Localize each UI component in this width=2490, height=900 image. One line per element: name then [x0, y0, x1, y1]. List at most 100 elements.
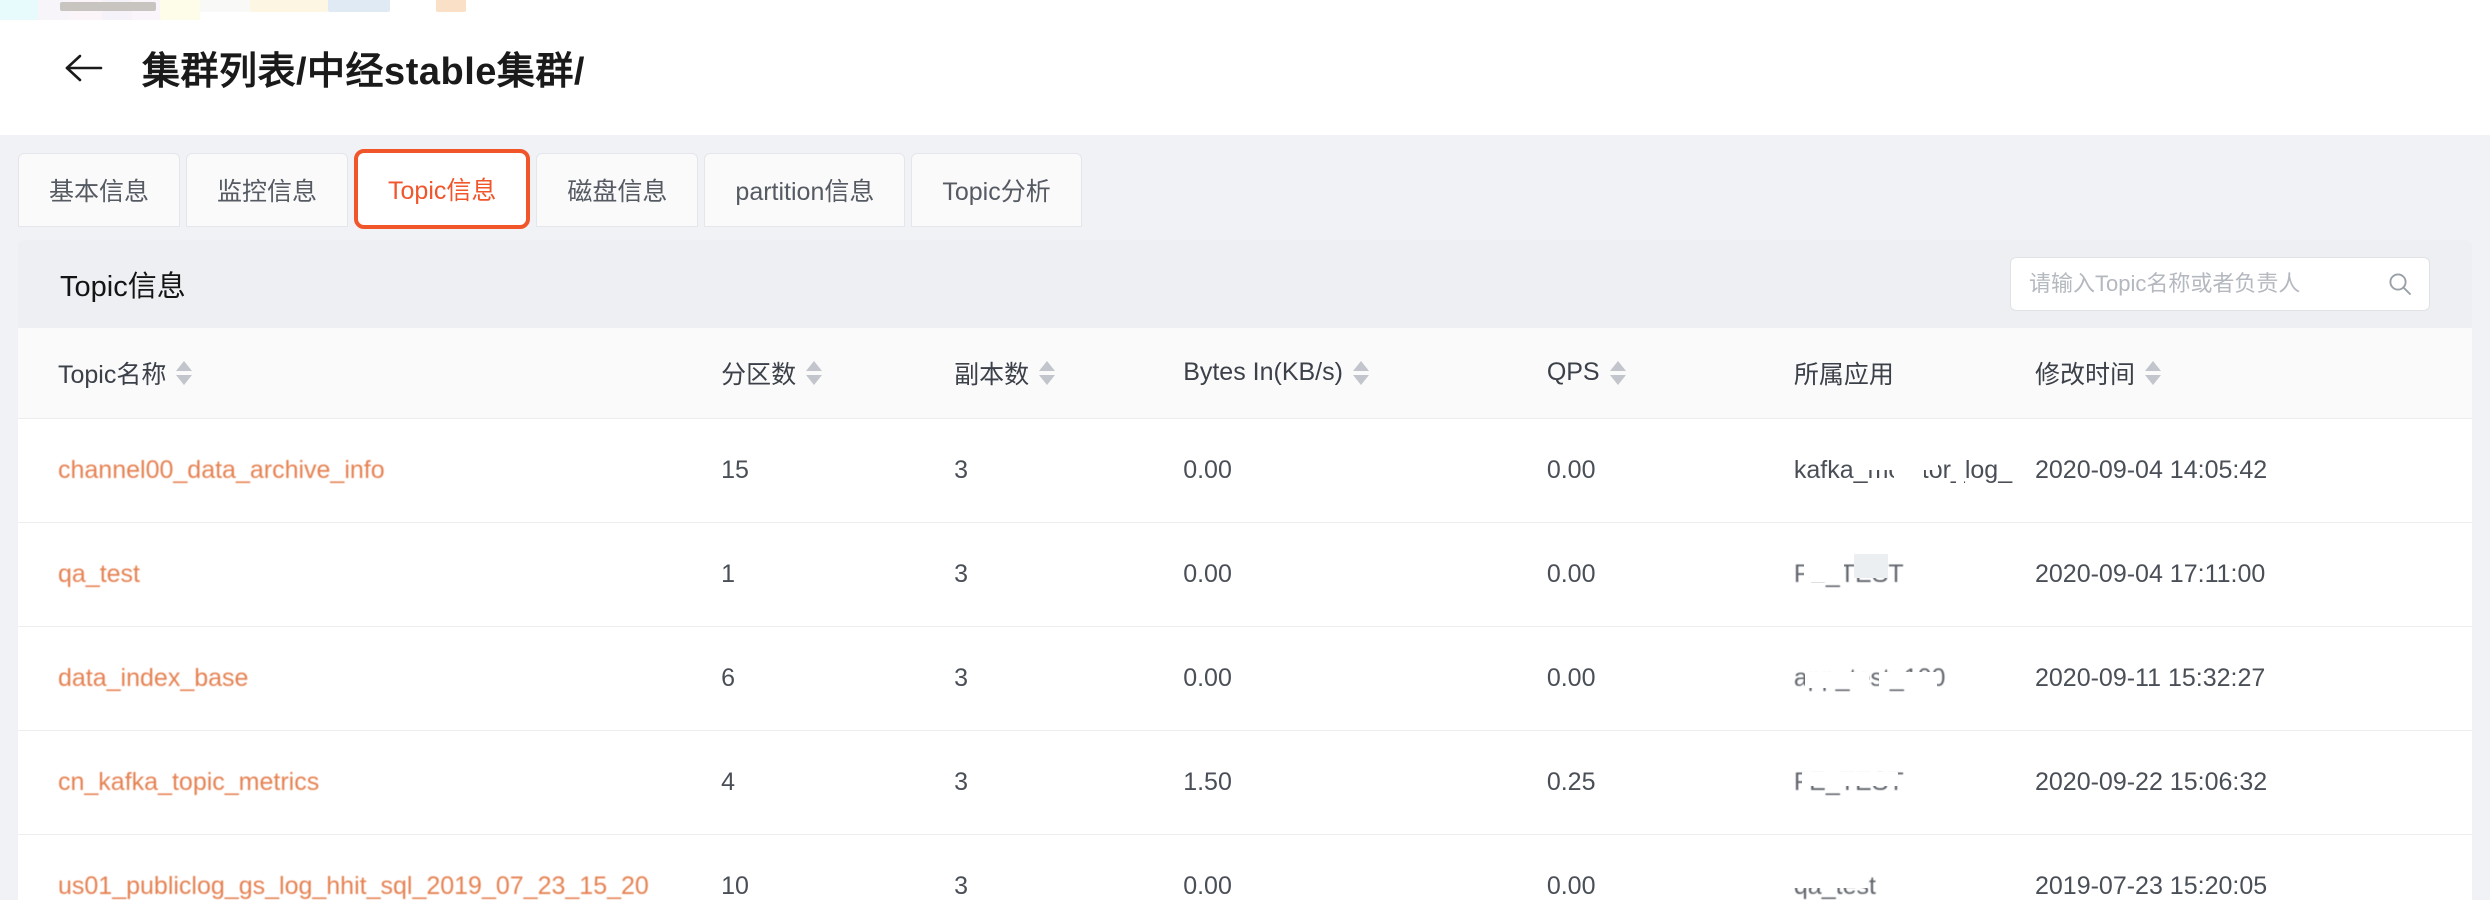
caret-down-icon	[1352, 374, 1369, 385]
table-header-row: Topic名称 分区数	[18, 328, 2472, 419]
cell-topic-name: data_index_base	[0, 0, 721, 730]
caret-down-icon	[2145, 374, 2161, 385]
cell-modified-time: 2020-09-04 14:05:42	[2034, 455, 2268, 484]
cell-topic-name: us01_publiclog_gs_log_hhit_sql_2019_07_2…	[18, 834, 721, 900]
tab-basic-info[interactable]: 基本信息	[18, 153, 181, 227]
tab-label: Topic分析	[942, 178, 1051, 206]
cell-replicas: 3	[954, 455, 969, 484]
cell-bytes-in: 0.00	[1183, 455, 1232, 484]
caret-up-icon	[1609, 360, 1626, 371]
cell-qps: 0.25	[1546, 767, 1596, 796]
cell-qps: 0.00	[1546, 559, 1596, 588]
cell-qps: 0.00	[1546, 871, 1596, 900]
cell-replicas: 3	[954, 767, 969, 796]
tab-topic-info[interactable]: Topic信息	[354, 149, 531, 229]
column-label: QPS	[1546, 358, 1600, 387]
cell-modified-time: 2020-09-04 17:11:00	[2034, 559, 2266, 588]
caret-down-icon	[176, 374, 193, 385]
cell-modified-time: 2019-07-23 15:20:05	[2034, 871, 2268, 900]
cell-modified-time: 2020-09-22 15:06:32	[2034, 767, 2268, 796]
sort-toggle-qps[interactable]	[1609, 360, 1626, 385]
caret-down-icon	[1609, 374, 1626, 385]
column-header-topic-name[interactable]: Topic名称	[18, 328, 722, 419]
search-input[interactable]	[2029, 271, 2387, 297]
cell-app: kafka_monitor_log_	[1794, 418, 2035, 522]
caret-down-icon	[806, 374, 823, 385]
cell-topic-name: channel00_data_archive_info	[0, 0, 721, 522]
tab-topic-analysis[interactable]: Topic分析	[911, 153, 1082, 227]
cell-qps: 0.00	[1546, 663, 1596, 692]
cell-partitions: 6	[721, 663, 736, 692]
cell-app: qa_test	[1781, 834, 2035, 900]
page-title: 集群列表/中经stable集群/	[142, 51, 585, 93]
table-row[interactable]: data_index_base 6 3 0.00 0.00 app_test_1	[0, 0, 2472, 730]
page-header: 集群列表/中经stable集群/	[0, 0, 2490, 135]
cell-partitions: 10	[721, 871, 749, 900]
tab-monitor-info[interactable]: 监控信息	[186, 153, 349, 227]
back-arrow-icon[interactable]	[62, 46, 106, 90]
cell-partitions: 15	[721, 455, 749, 484]
tab-label: Topic信息	[388, 177, 497, 205]
table-row[interactable]: cn_kafka_topic_metrics 4 3 1.50 0.25 FE_…	[18, 2, 2472, 834]
cell-bytes-in: 1.50	[1183, 767, 1232, 796]
column-label: 分区数	[721, 360, 797, 389]
column-label: Bytes In(KB/s)	[1183, 358, 1343, 387]
cell-topic-name: qa_test	[0, 0, 721, 626]
cell-replicas: 3	[954, 663, 969, 692]
cell-replicas: 3	[954, 559, 969, 588]
tab-partition-info[interactable]: partition信息	[704, 153, 906, 227]
table-header: Topic名称 分区数	[18, 328, 2472, 419]
cell-replicas: 3	[954, 871, 969, 900]
sort-toggle-replicas[interactable]	[1039, 360, 1056, 385]
cell-bytes-in: 0.00	[1183, 559, 1232, 588]
caret-up-icon	[1352, 360, 1369, 371]
table-row[interactable]: us01_publiclog_gs_log_hhit_sql_2019_07_2…	[18, 834, 2472, 900]
topic-name-link[interactable]: cn_kafka_topic_metrics	[58, 767, 320, 796]
caret-up-icon	[176, 360, 193, 371]
column-label: Topic名称	[58, 360, 167, 389]
cell-bytes-in: 0.00	[1183, 663, 1232, 692]
card-header: Topic信息	[18, 240, 2472, 328]
caret-down-icon	[1039, 374, 1056, 385]
cell-partitions: 1	[721, 559, 736, 588]
sort-toggle-modified-time[interactable]	[2145, 360, 2161, 385]
caret-up-icon	[1039, 360, 1056, 371]
tab-label: 基本信息	[49, 178, 150, 206]
search-icon[interactable]	[2387, 271, 2413, 297]
tab-disk-info[interactable]: 磁盘信息	[536, 153, 699, 227]
tab-bar: 基本信息 监控信息 Topic信息 磁盘信息 partition信息 Topic…	[0, 135, 2490, 229]
cell-topic-name: cn_kafka_topic_metrics	[18, 2, 721, 834]
column-label: 所属应用	[1793, 360, 1894, 389]
caret-up-icon	[806, 360, 823, 371]
sort-toggle-partitions[interactable]	[806, 360, 823, 385]
column-header-partitions[interactable]: 分区数	[721, 328, 955, 419]
table-row[interactable]: channel00_data_archive_info 15 3 0.00 0.…	[0, 0, 2472, 522]
card-title: Topic信息	[60, 271, 186, 303]
tab-label: partition信息	[735, 178, 875, 206]
tab-label: 监控信息	[217, 178, 318, 206]
column-header-app: 所属应用	[1793, 328, 2035, 419]
search-box[interactable]	[2010, 257, 2430, 311]
caret-up-icon	[2145, 360, 2161, 371]
topic-name-link[interactable]: us01_publiclog_gs_log_hhit_sql_2019_07_2…	[58, 871, 649, 900]
topic-name-link[interactable]: qa_test	[58, 559, 141, 588]
cell-qps: 0.00	[1546, 455, 1596, 484]
topic-name-link[interactable]: data_index_base	[58, 663, 249, 692]
sort-toggle-bytes-in[interactable]	[1352, 360, 1369, 385]
cell-app: FE_TEST	[1794, 522, 2035, 626]
column-header-bytes-in[interactable]: Bytes In(KB/s)	[1183, 328, 1547, 419]
topic-name-link[interactable]: channel00_data_archive_info	[58, 455, 385, 484]
column-header-modified-time[interactable]: 修改时间	[2034, 328, 2472, 419]
cell-app: app_test_100	[1794, 626, 2035, 730]
column-header-qps[interactable]: QPS	[1546, 328, 1794, 419]
tab-label: 磁盘信息	[567, 178, 668, 206]
cell-modified-time: 2020-09-11 15:32:27	[2034, 663, 2266, 692]
column-label: 副本数	[954, 360, 1030, 389]
column-header-replicas[interactable]: 副本数	[954, 328, 1184, 419]
cell-partitions: 4	[721, 767, 736, 796]
table-row[interactable]: qa_test 1 3 0.00 0.00 FE_TEST	[0, 0, 2472, 626]
sort-toggle-topic-name[interactable]	[176, 360, 193, 385]
